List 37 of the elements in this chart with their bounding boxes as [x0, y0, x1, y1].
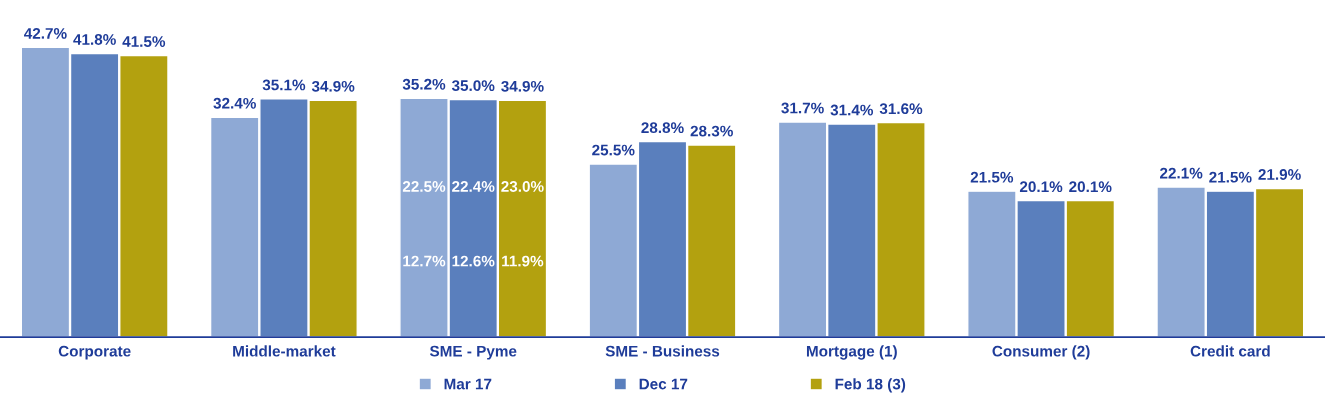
data-label: 42.7% — [24, 27, 67, 39]
data-label: 34.9% — [311, 80, 355, 92]
x-tick-label: Corporate — [58, 345, 131, 360]
data-label: 21.9% — [1258, 169, 1301, 180]
x-tick-label: Middle-market — [233, 345, 336, 357]
data-label: 21.5% — [970, 171, 1014, 183]
data-label: 31.6% — [879, 103, 923, 115]
data-label: 20.1% — [1069, 181, 1112, 193]
data-label: 28.3% — [690, 125, 733, 137]
data-label: 20.1% — [1019, 181, 1063, 193]
data-label: 41.8% — [73, 34, 116, 45]
x-tick-label: Mortgage (1) — [806, 345, 897, 360]
data-label: 31.7% — [781, 102, 824, 114]
data-label: 41.5% — [122, 36, 166, 47]
x-tick-label: SME - Business — [605, 345, 720, 357]
data-label: 35.2% — [402, 78, 446, 90]
annotation: 12.7% — [403, 255, 446, 267]
data-label: 21.5% — [1209, 171, 1252, 183]
data-label: 35.1% — [262, 79, 306, 91]
annotation: 12.6% — [452, 255, 495, 267]
data-label: 31.4% — [830, 104, 874, 116]
legend-label: Dec 17 — [639, 378, 688, 390]
data-label: 28.8% — [641, 122, 684, 134]
legend-label: Feb 18 (3) — [835, 378, 906, 393]
data-label: 35.0% — [451, 80, 495, 92]
data-label: 32.4% — [213, 97, 256, 109]
data-label: 25.5% — [592, 144, 635, 156]
legend-label: Mar 17 — [444, 378, 492, 390]
annotation: 11.9% — [502, 255, 544, 267]
data-label: 22.1% — [1160, 167, 1203, 179]
data-label: 34.9% — [501, 80, 544, 92]
annotation: 22.5% — [402, 181, 446, 192]
x-tick-label: Consumer (2) — [992, 345, 1090, 360]
annotation: 23.0% — [501, 181, 544, 192]
x-tick-label: Credit card — [1190, 345, 1270, 357]
x-tick-label: SME - Pyme — [429, 345, 517, 360]
annotation: 22.4% — [452, 181, 495, 192]
